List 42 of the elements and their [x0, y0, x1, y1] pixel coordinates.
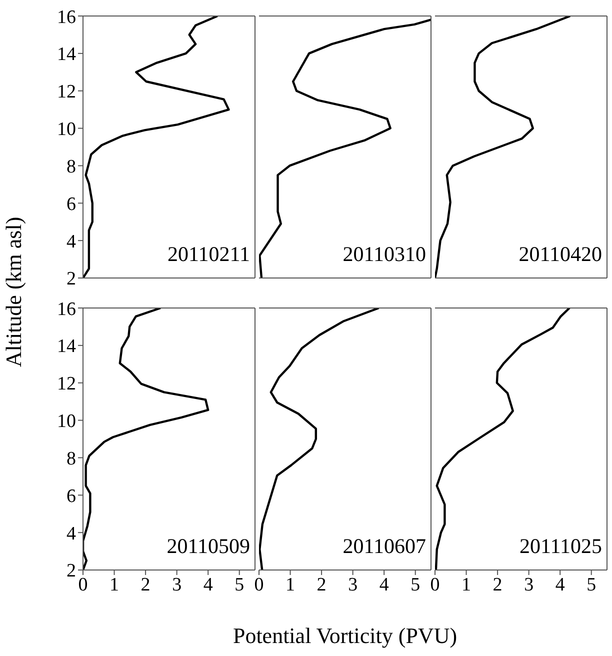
- x-tick-label: 2: [316, 574, 326, 596]
- x-tick-label: 3: [524, 574, 534, 596]
- y-tick-label: 8: [66, 448, 76, 470]
- x-tick-label: 1: [462, 574, 472, 596]
- y-tick-label: 2: [66, 268, 76, 290]
- x-tick-label: 1: [286, 574, 296, 596]
- y-tick-label: 4: [66, 231, 76, 252]
- y-tick-label: 2: [66, 560, 76, 582]
- x-tick-label: 4: [555, 574, 566, 596]
- x-tick-label: 0: [430, 574, 440, 596]
- x-tick-label: 0: [78, 574, 88, 596]
- x-tick-label: 3: [348, 574, 358, 596]
- y-tick-label: 8: [66, 156, 76, 178]
- x-tick-label: 0: [254, 574, 264, 596]
- x-tick-label: 5: [586, 574, 596, 596]
- annotation: 20110310: [342, 242, 426, 267]
- y-axis-title: Altitude (km asl): [1, 216, 27, 368]
- x-tick-label: 3: [172, 574, 182, 596]
- y-tick-label: 12: [57, 374, 76, 395]
- annotation: 20110420: [518, 242, 602, 267]
- y-tick-label: 16: [57, 6, 76, 28]
- y-tick-label: 12: [57, 82, 76, 103]
- x-tick-label: 2: [492, 574, 502, 596]
- annotation: 20110211: [168, 242, 250, 267]
- y-tick-label: 14: [57, 44, 76, 66]
- annotation: 20111025: [520, 534, 602, 559]
- y-tick-label: 10: [57, 119, 76, 140]
- x-tick-label: 5: [410, 574, 420, 596]
- y-tick-label: 14: [57, 336, 76, 358]
- x-tick-label: 4: [203, 574, 214, 596]
- annotation: 20110607: [342, 534, 426, 559]
- x-tick-label: 5: [234, 574, 244, 596]
- x-tick-label: 1: [110, 574, 120, 596]
- y-tick-label: 6: [66, 486, 76, 507]
- x-tick-label: 4: [379, 574, 390, 596]
- y-tick-label: 6: [66, 194, 76, 215]
- x-axis-title: Potential Vorticity (PVU): [232, 623, 458, 649]
- y-tick-label: 10: [57, 411, 76, 432]
- annotation: 20110509: [166, 534, 250, 559]
- x-tick-label: 2: [140, 574, 150, 596]
- y-tick-label: 16: [57, 298, 76, 320]
- y-tick-label: 4: [66, 523, 76, 544]
